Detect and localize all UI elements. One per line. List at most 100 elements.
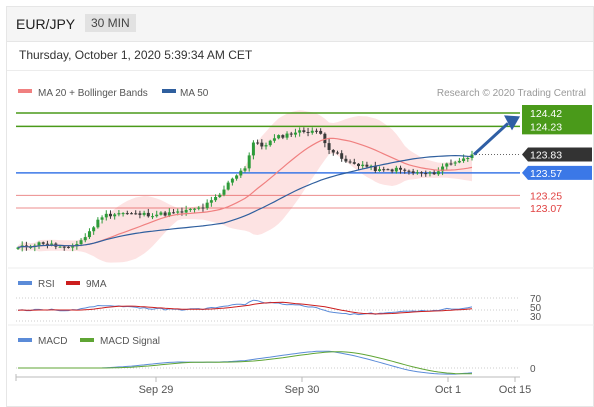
candle-body: [125, 213, 129, 215]
rsi-ma-legend-swatch: [66, 281, 80, 285]
candle-body: [96, 219, 100, 228]
candle-body: [323, 133, 327, 144]
candle-body: [230, 178, 234, 183]
candle-body: [121, 213, 125, 215]
candle-body: [306, 131, 310, 133]
candle-body: [256, 142, 260, 144]
candle-body: [146, 212, 150, 217]
candle-body: [159, 212, 163, 215]
current-price-label: 123.83: [530, 150, 562, 162]
candle-body: [104, 213, 108, 218]
candle-body: [134, 213, 138, 215]
timeframe-tab[interactable]: 30 MIN: [85, 14, 136, 32]
candle-body: [218, 194, 222, 197]
x-tick-label: Sep 29: [139, 384, 174, 396]
candle-body: [352, 162, 356, 164]
candle-body: [268, 140, 272, 146]
pivot-label-box: [522, 165, 592, 180]
candle-body: [100, 217, 104, 220]
bollinger-band-area: [18, 110, 472, 263]
candle-body: [441, 166, 445, 172]
candle-body: [243, 168, 247, 171]
candle-body: [369, 165, 373, 167]
chart-widget: EUR/JPY 30 MIN Thursday, October 1, 2020…: [6, 6, 594, 407]
candle-body: [378, 169, 382, 172]
candle-body: [209, 200, 213, 203]
candle-body: [340, 153, 344, 159]
pivot-price-label: 123.57: [530, 168, 562, 180]
chart-header: EUR/JPY 30 MIN: [7, 7, 593, 42]
candle-body: [205, 202, 209, 209]
candle-body: [428, 172, 432, 174]
candle-body: [92, 227, 96, 232]
candle-body: [319, 130, 323, 134]
candle-body: [331, 149, 335, 153]
support-price-label: 123.25: [530, 190, 562, 202]
instrument-title: EUR/JPY: [16, 16, 76, 32]
candle-body: [386, 169, 390, 171]
candle-body: [432, 172, 436, 175]
candle-body: [403, 169, 407, 171]
candle-body: [289, 133, 293, 135]
ma20-legend-label: MA 20 + Bollinger Bands: [38, 88, 148, 99]
candle-body: [335, 152, 339, 154]
macd-signal-legend-swatch: [80, 338, 94, 342]
candle-body: [394, 167, 398, 172]
candle-body: [260, 142, 264, 147]
candle-body: [184, 209, 188, 213]
candle-body: [113, 214, 117, 217]
macd-line: [18, 350, 473, 375]
candle-body: [130, 213, 133, 215]
candle-body: [62, 246, 66, 248]
candle-body: [344, 158, 348, 162]
rsi-ma-line: [17, 301, 473, 315]
candle-body: [45, 243, 49, 245]
rsi-tick-label: 50: [530, 303, 542, 314]
candle-body: [151, 216, 155, 218]
x-tick-label: Oct 1: [435, 384, 461, 396]
current-label-box: [522, 147, 592, 162]
candle-body: [197, 207, 201, 209]
candle-body: [310, 130, 314, 133]
macd-tick-label: 0: [530, 364, 536, 375]
candle-body: [251, 142, 255, 156]
ma20-legend-swatch: [18, 89, 32, 93]
candle-body: [285, 133, 289, 138]
candle-body: [361, 164, 365, 167]
candle-body: [399, 167, 403, 170]
candle-body: [180, 211, 184, 213]
rsi-line: [17, 299, 473, 316]
divider: [7, 70, 593, 71]
target-price-label: 124.23: [530, 121, 562, 133]
candle-body: [138, 213, 142, 215]
forecast-arrowhead: [504, 115, 520, 131]
candle-body: [302, 130, 306, 132]
candle-body: [37, 242, 41, 246]
candle-body: [79, 240, 83, 245]
macd-legend-swatch: [18, 338, 32, 342]
candle-body: [298, 130, 302, 133]
macd-signal-legend-label: MACD Signal: [100, 336, 160, 347]
candle-body: [188, 208, 192, 210]
ma50-legend-swatch: [162, 89, 176, 93]
candle-body: [411, 171, 415, 174]
candle-body: [390, 169, 394, 172]
candle-body: [415, 172, 419, 174]
candle-body: [453, 162, 457, 164]
target-label-box: [522, 105, 592, 135]
candle-body: [108, 213, 112, 217]
forecast-arrow-shaft: [472, 122, 510, 156]
credit-text: Research © 2020 Trading Central: [437, 88, 586, 99]
candle-body: [172, 212, 176, 214]
candle-body: [449, 163, 453, 165]
candle-body: [420, 172, 424, 174]
rsi-legend-swatch: [18, 281, 32, 285]
support-price-label: 123.07: [530, 203, 562, 215]
candle-body: [264, 145, 268, 147]
candle-body: [365, 164, 369, 167]
macd-legend-label: MACD: [38, 336, 67, 347]
candle-body: [176, 211, 180, 213]
candle-body: [193, 208, 197, 210]
candle-body: [462, 158, 466, 161]
candle-body: [239, 170, 243, 176]
